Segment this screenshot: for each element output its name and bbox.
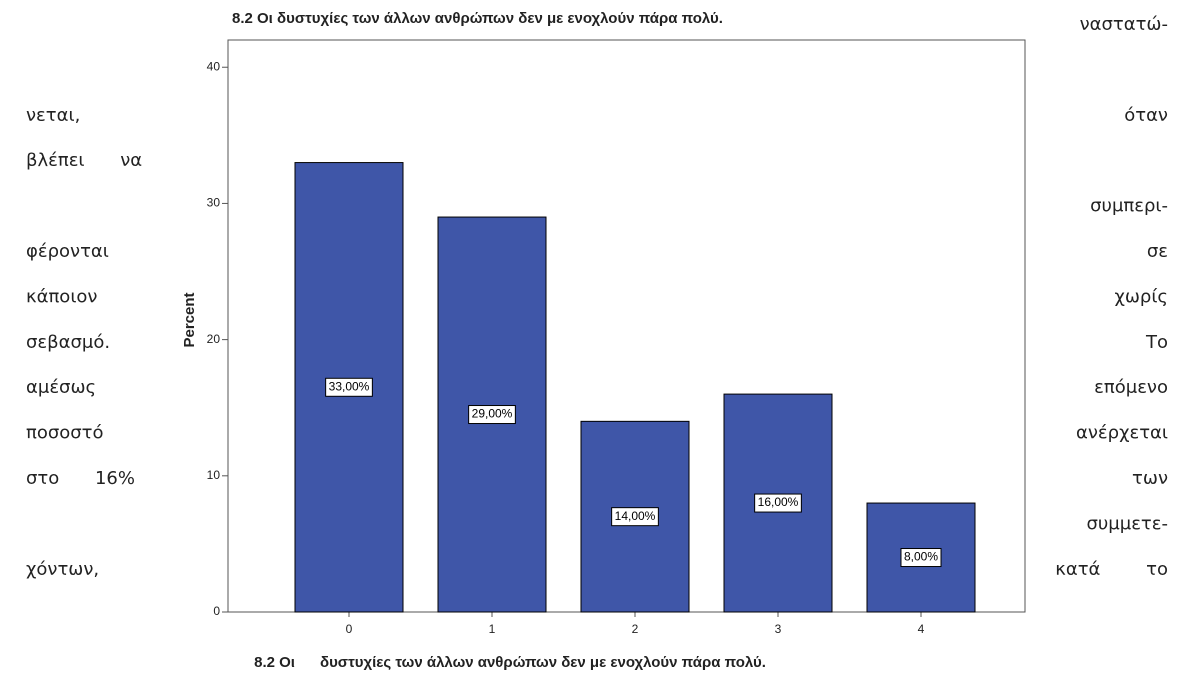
right-text-line: ανέρχεται [1076,423,1168,444]
x-tick-label: 2 [632,622,639,636]
right-text-line: συμπερι- [1090,196,1168,217]
left-text-line: νεται, [26,105,80,126]
value-label: 29,00% [472,407,513,421]
y-tick-label: 20 [207,332,221,346]
left-text-line: σεβασμό. [26,332,110,353]
right-text-line: επόμενο [1094,377,1168,398]
chart-title: 8.2 Οι δυστυχίες των άλλων ανθρώπων δεν … [232,10,723,27]
right-text-line: των [1132,468,1168,489]
y-tick-label: 0 [213,604,220,618]
left-text-line: αμέσως [26,377,96,398]
left-text-line: φέρονται [26,241,109,262]
x-axis-label: 8.2 Οι δυστυχίες των άλλων ανθρώπων δεν … [254,654,766,671]
value-label-box [611,507,659,527]
right-text-line: σε [1147,241,1168,262]
y-tick-label: 40 [207,59,221,73]
left-text-line: ποσοστό [26,423,104,444]
right-text-line: χωρίς [1114,286,1168,307]
right-text-line: ναστατώ- [1080,14,1168,35]
right-text-line: Το [1145,332,1168,353]
y-tick-label: 10 [207,468,221,482]
x-tick-label: 4 [918,622,925,636]
x-tick-label: 3 [775,622,782,636]
value-label-box [900,548,942,568]
value-label: 16,00% [758,495,799,509]
value-label: 14,00% [615,509,656,523]
y-axis-label: Percent [181,292,198,347]
right-text-line: όταν [1124,105,1168,126]
value-label: 8,00% [904,550,938,564]
left-text-line: κάποιον [26,286,97,307]
value-label-box [754,493,802,513]
y-tick-label: 30 [207,196,221,210]
x-tick-label: 0 [346,622,353,636]
left-text-line: στο 16% [26,468,135,489]
right-text-line: κατά το [1055,559,1168,580]
value-label-box [468,405,516,425]
left-text-line: χόντων, [26,559,99,580]
left-text-line: βλέπει να [26,150,142,171]
value-label: 33,00% [329,379,370,393]
x-tick-label: 1 [489,622,496,636]
right-text-line: συμμετε- [1086,513,1168,534]
value-label-box [325,377,373,397]
